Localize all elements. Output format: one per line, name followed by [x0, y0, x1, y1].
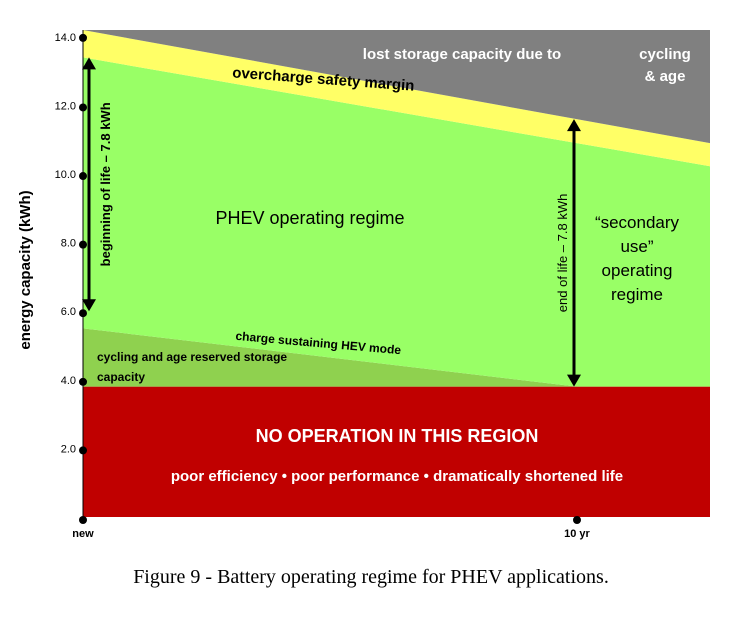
y-axis-label: energy capacity (kWh) [17, 190, 34, 349]
bol-arrow-head-top [82, 57, 96, 70]
y-tick-label: 14.0 [55, 32, 76, 44]
region-no-operation [83, 386, 710, 517]
y-marker-dot [79, 240, 87, 249]
bol-arrow-head-bottom [82, 299, 96, 312]
figure-caption: Figure 9 - Battery operating regime for … [133, 566, 609, 588]
cycling-age-label: cycling & age [639, 46, 691, 85]
bol-arrow-label: beginning of life – 7.8 kWh [98, 102, 113, 266]
y-marker-dot [79, 33, 87, 42]
no-operation-label: NO OPERATION IN THIS REGION [256, 426, 539, 446]
region-lost [83, 30, 710, 144]
eol-arrow-head-top [567, 119, 581, 132]
battery-regime-chart: 14.0 12.0 10.0 8.0 6.0 4.0 2.0 energy capacity … [17, 30, 710, 540]
eol-arrow-label: end of life – 7.8 kWh [555, 194, 570, 313]
y-tick-label: 2.0 [61, 443, 76, 455]
no-operation-sublabel: poor efficiency • poor performance • dra… [171, 468, 623, 485]
x-tick-label: 10 yr [564, 528, 590, 540]
y-marker-dot [79, 309, 87, 318]
reserved-storage-label: cycling and age reserved storage [97, 350, 287, 364]
region-phev [83, 57, 710, 387]
y-tick-label: 6.0 [61, 306, 76, 318]
x-tick-label: new [72, 528, 94, 540]
y-tick-label: 4.0 [61, 375, 76, 387]
region-overcharge [83, 30, 710, 167]
y-marker-dot [79, 377, 87, 386]
phev-regime-label: PHEV operating regime [215, 208, 404, 228]
y-tick-label: 8.0 [61, 238, 76, 250]
region-reserved [83, 328, 577, 387]
y-tick-label: 10.0 [55, 169, 76, 181]
lost-capacity-label: lost storage capacity due to [363, 46, 561, 63]
y-marker-dot [79, 446, 87, 455]
x-marker-dot [573, 516, 581, 524]
y-marker-dot [79, 172, 87, 181]
eol-arrow-head-bottom [567, 374, 581, 387]
y-marker-dot [79, 103, 87, 112]
x-marker-dot [79, 516, 87, 524]
reserved-capacity-label: capacity [97, 370, 145, 384]
y-tick-label: 12.0 [55, 100, 76, 112]
secondary-use-label: “secondary use” operating regime [595, 213, 680, 304]
